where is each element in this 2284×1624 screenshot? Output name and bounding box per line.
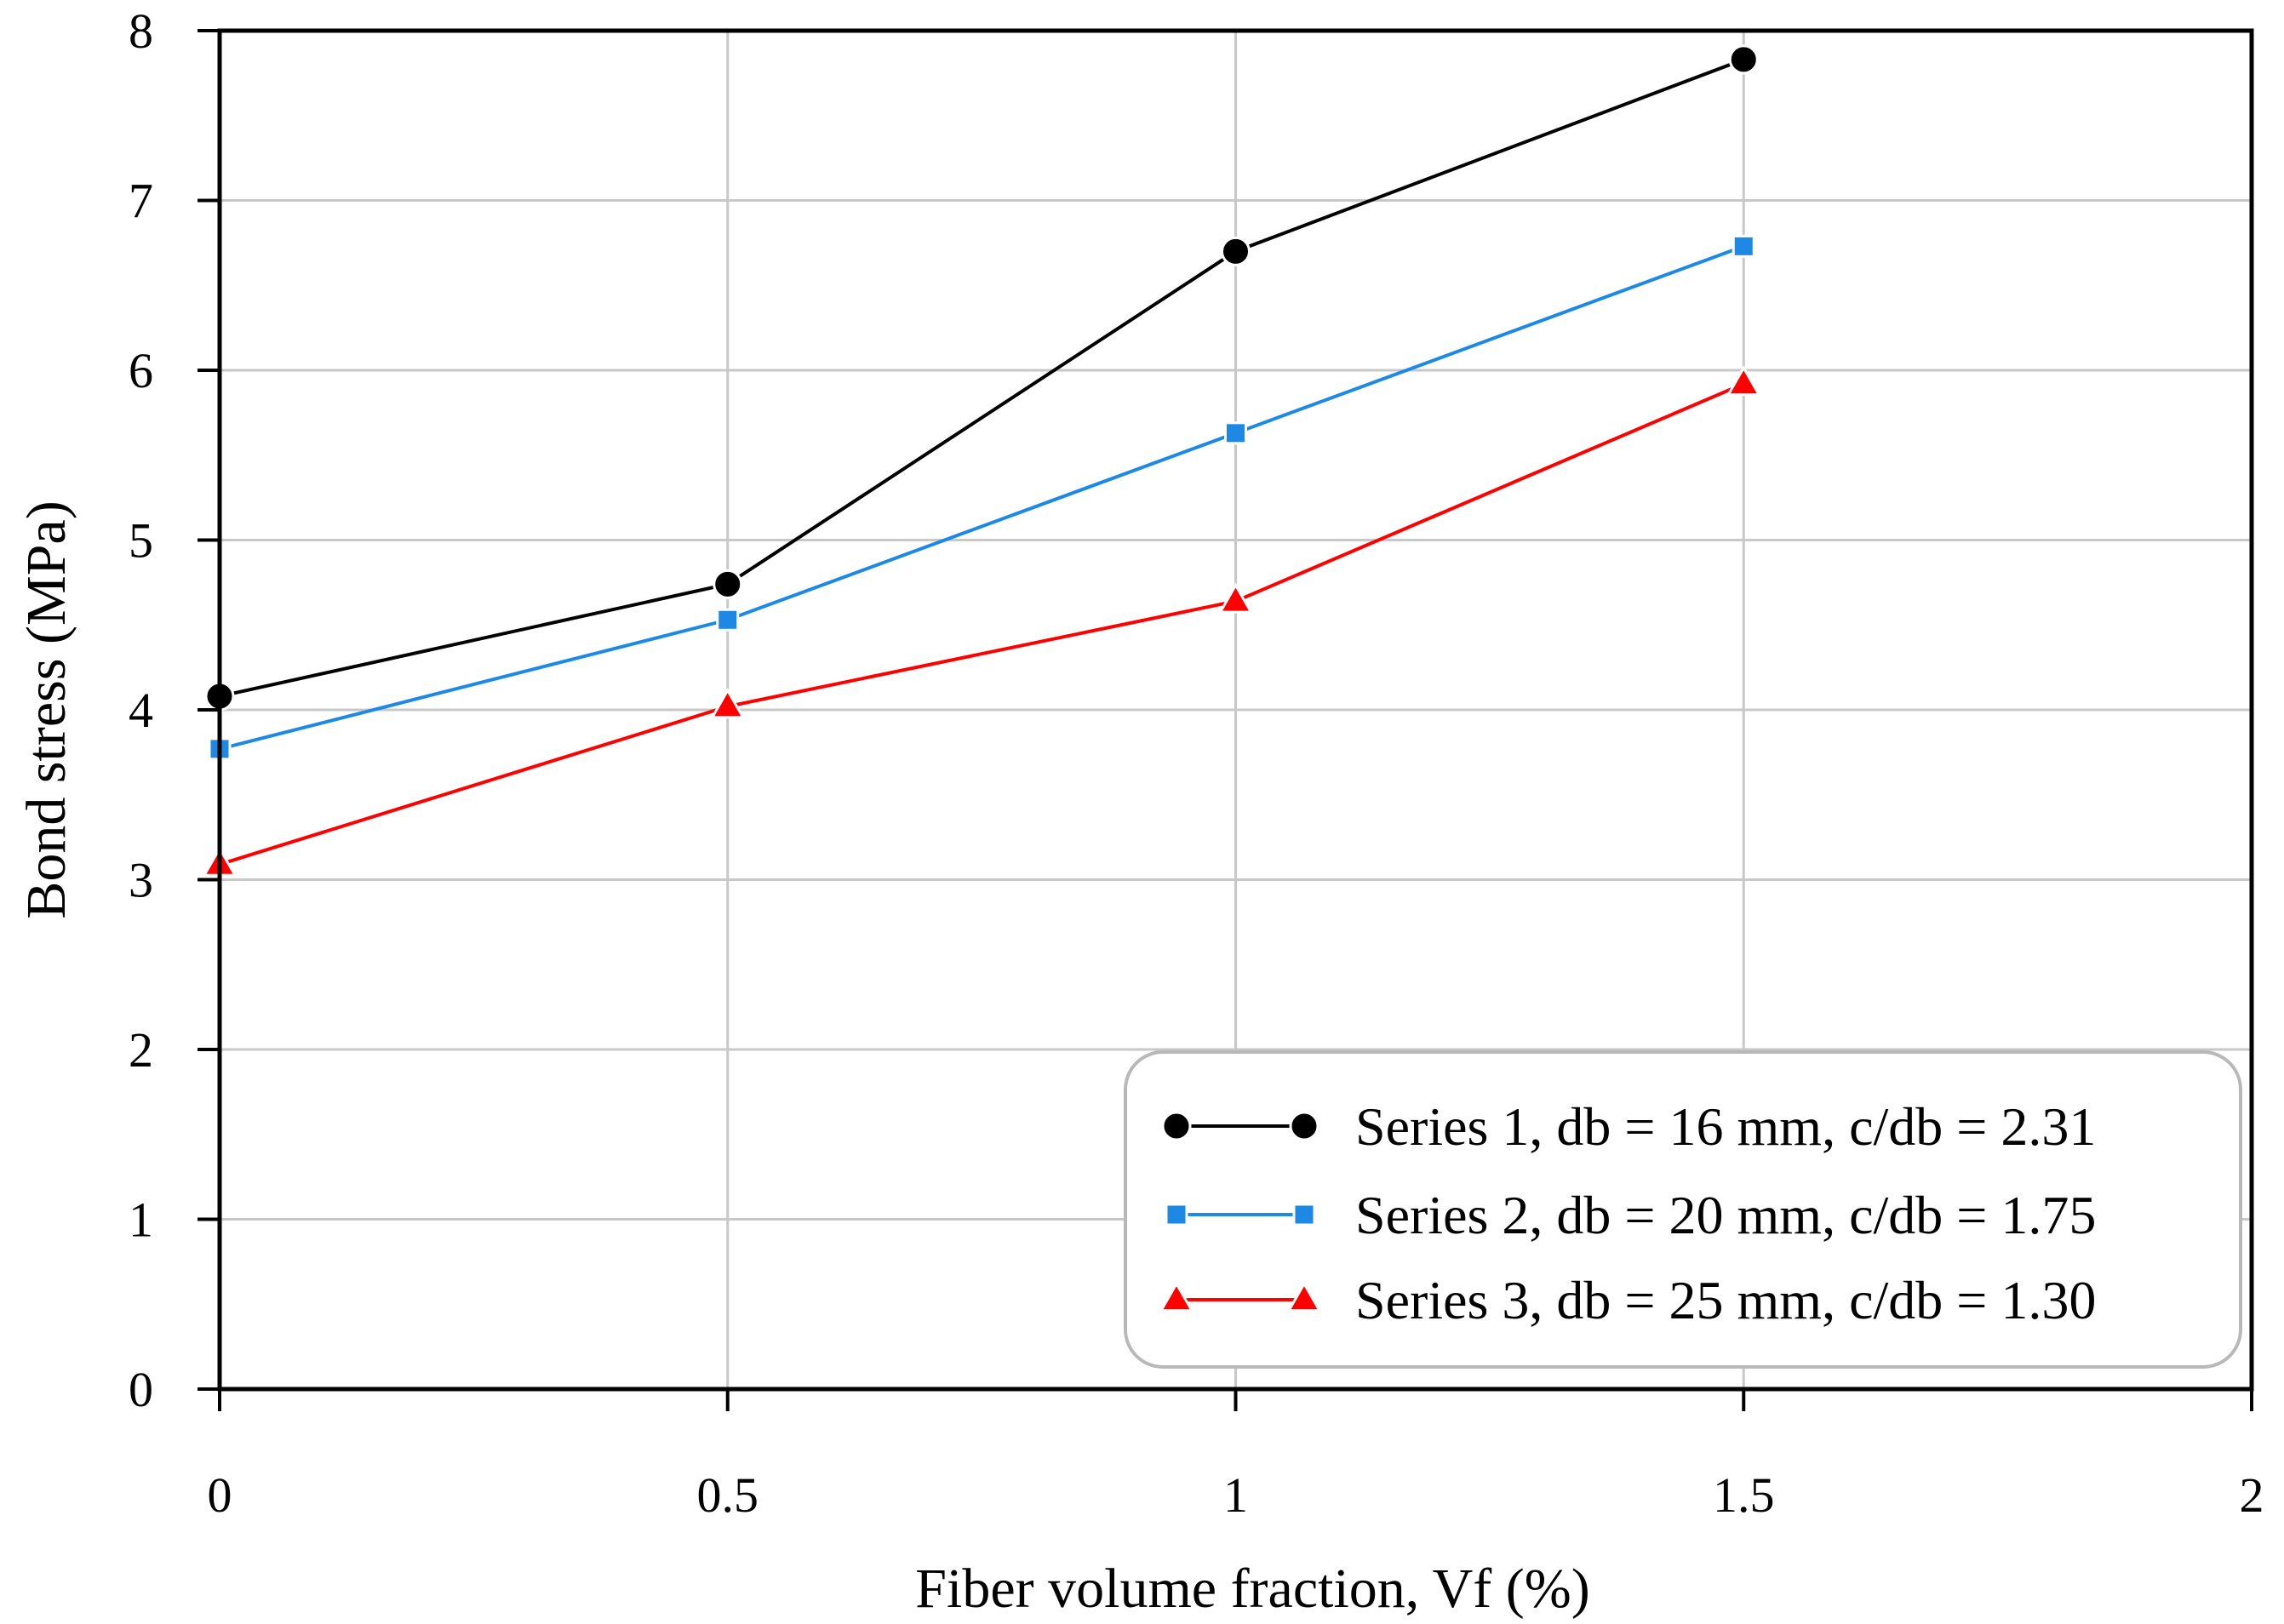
legend-label: Series 1, db = 16 mm, c/db = 2.31 [1355,1096,2096,1157]
series-layer [202,44,1761,877]
y-tick-label: 6 [129,343,153,398]
y-axis-title: Bond stress (MPa) [15,500,77,918]
series-3 [202,365,1761,877]
legend-marker [1165,1203,1188,1227]
y-tick-label: 7 [129,174,153,229]
y-tick-label: 4 [129,683,153,738]
series-3-point [710,688,746,719]
x-tick-label: 2 [2240,1467,2264,1523]
series-1 [204,44,1759,712]
legend: Series 1, db = 16 mm, c/db = 2.31 Series … [1124,1050,2242,1369]
series-2-point [716,608,740,632]
series-3-point [1726,365,1761,397]
x-tick-label: 1 [1223,1467,1248,1523]
y-tick-label: 0 [129,1362,153,1417]
series-3-line [219,382,1745,866]
legend-marker [1292,1203,1316,1227]
legend-marker [1159,1281,1194,1312]
legend-entry-3: Series 3, db = 25 mm, c/db = 1.30 [1159,1270,2096,1330]
x-tick-label: 0 [208,1467,232,1523]
y-tick-label: 1 [129,1192,153,1248]
legend-entry-2: Series 2, db = 20 mm, c/db = 1.75 [1165,1185,2096,1245]
legend-label: Series 2, db = 20 mm, c/db = 1.75 [1355,1185,2096,1245]
series-1-point [713,569,743,599]
x-axis-title: Fiber volume fraction, Vf (%) [915,1558,1589,1620]
series-3-point [1217,582,1254,614]
series-1-line [219,58,1744,698]
legend-label: Series 3, db = 25 mm, c/db = 1.30 [1355,1270,2096,1330]
x-tick-label: 0.5 [697,1467,759,1523]
legend-marker [1286,1281,1322,1312]
y-tick-label: 3 [129,853,153,908]
y-tick-label: 2 [129,1022,153,1078]
series-2 [208,234,1755,761]
legend-box [1124,1050,2242,1369]
series-1-point [1728,44,1759,75]
legend-entry-1: Series 1, db = 16 mm, c/db = 2.31 [1161,1096,2096,1157]
y-tick-label: 5 [129,513,153,569]
axis-ticks: 0 0.5 1 1.5 2 0 1 2 3 4 5 6 7 8 [129,3,2264,1523]
y-tick-label: 8 [129,3,153,59]
series-2-line [219,244,1744,751]
series-1-point [1221,236,1251,266]
series-2-point [1732,234,1755,258]
legend-marker [1161,1111,1192,1141]
legend-marker [1289,1111,1319,1141]
series-2-point [1224,421,1247,445]
x-tick-label: 1.5 [1713,1467,1775,1523]
